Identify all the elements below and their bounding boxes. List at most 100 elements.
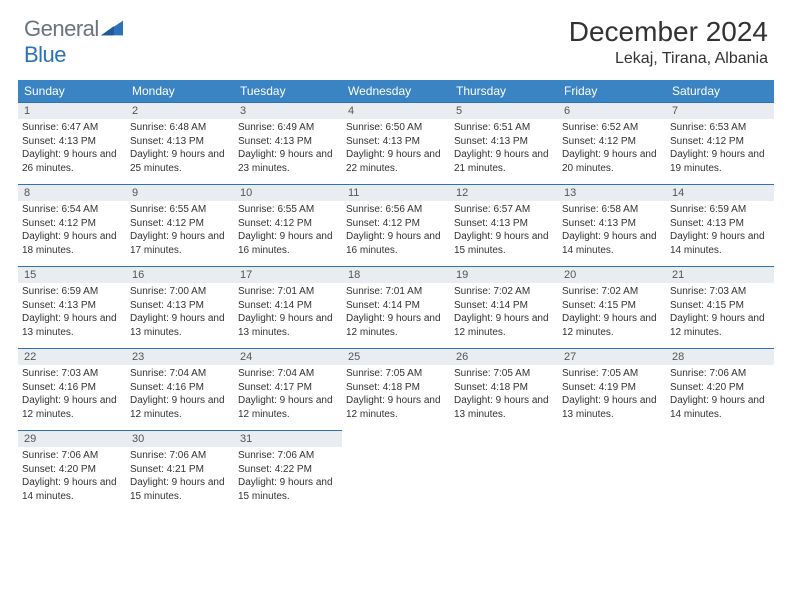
calendar-day: 4Sunrise: 6:50 AMSunset: 4:13 PMDaylight… xyxy=(342,102,450,184)
day-details: Sunrise: 7:06 AMSunset: 4:22 PMDaylight:… xyxy=(234,447,342,507)
sunset-text: Sunset: 4:12 PM xyxy=(562,135,662,149)
daylight-text: Daylight: 9 hours and 13 minutes. xyxy=(562,394,662,421)
weekday-header-row: SundayMondayTuesdayWednesdayThursdayFrid… xyxy=(18,80,774,102)
day-number: 13 xyxy=(558,185,666,201)
sunrise-text: Sunrise: 6:51 AM xyxy=(454,121,554,135)
weekday-header: Wednesday xyxy=(342,80,450,102)
day-number: 31 xyxy=(234,431,342,447)
daylight-text: Daylight: 9 hours and 25 minutes. xyxy=(130,148,230,175)
day-number: 29 xyxy=(18,431,126,447)
day-details: Sunrise: 7:06 AMSunset: 4:20 PMDaylight:… xyxy=(18,447,126,507)
day-details: Sunrise: 6:51 AMSunset: 4:13 PMDaylight:… xyxy=(450,119,558,179)
day-details: Sunrise: 7:05 AMSunset: 4:18 PMDaylight:… xyxy=(342,365,450,425)
day-number: 4 xyxy=(342,103,450,119)
sunrise-text: Sunrise: 7:06 AM xyxy=(22,449,122,463)
logo-general: General xyxy=(24,16,99,41)
sunset-text: Sunset: 4:16 PM xyxy=(130,381,230,395)
day-number: 30 xyxy=(126,431,234,447)
day-number: 11 xyxy=(342,185,450,201)
sunrise-text: Sunrise: 6:58 AM xyxy=(562,203,662,217)
calendar-day: 24Sunrise: 7:04 AMSunset: 4:17 PMDayligh… xyxy=(234,348,342,430)
sunrise-text: Sunrise: 6:54 AM xyxy=(22,203,122,217)
sunset-text: Sunset: 4:17 PM xyxy=(238,381,338,395)
sunrise-text: Sunrise: 7:05 AM xyxy=(346,367,446,381)
calendar-week-row: 22Sunrise: 7:03 AMSunset: 4:16 PMDayligh… xyxy=(18,348,774,430)
calendar-day: 18Sunrise: 7:01 AMSunset: 4:14 PMDayligh… xyxy=(342,266,450,348)
sunset-text: Sunset: 4:20 PM xyxy=(22,463,122,477)
sunset-text: Sunset: 4:13 PM xyxy=(22,299,122,313)
day-details: Sunrise: 7:05 AMSunset: 4:19 PMDaylight:… xyxy=(558,365,666,425)
day-details: Sunrise: 6:59 AMSunset: 4:13 PMDaylight:… xyxy=(18,283,126,343)
sunset-text: Sunset: 4:19 PM xyxy=(562,381,662,395)
day-number: 3 xyxy=(234,103,342,119)
sunrise-text: Sunrise: 6:50 AM xyxy=(346,121,446,135)
logo-text: General Blue xyxy=(24,16,123,68)
calendar-day: 3Sunrise: 6:49 AMSunset: 4:13 PMDaylight… xyxy=(234,102,342,184)
sunrise-text: Sunrise: 7:06 AM xyxy=(238,449,338,463)
daylight-text: Daylight: 9 hours and 20 minutes. xyxy=(562,148,662,175)
day-details: Sunrise: 6:48 AMSunset: 4:13 PMDaylight:… xyxy=(126,119,234,179)
day-details: Sunrise: 6:55 AMSunset: 4:12 PMDaylight:… xyxy=(234,201,342,261)
sunrise-text: Sunrise: 6:56 AM xyxy=(346,203,446,217)
calendar-day: 19Sunrise: 7:02 AMSunset: 4:14 PMDayligh… xyxy=(450,266,558,348)
day-details: Sunrise: 6:57 AMSunset: 4:13 PMDaylight:… xyxy=(450,201,558,261)
sunset-text: Sunset: 4:16 PM xyxy=(22,381,122,395)
daylight-text: Daylight: 9 hours and 12 minutes. xyxy=(22,394,122,421)
calendar-day: 26Sunrise: 7:05 AMSunset: 4:18 PMDayligh… xyxy=(450,348,558,430)
sunrise-text: Sunrise: 6:47 AM xyxy=(22,121,122,135)
sunset-text: Sunset: 4:13 PM xyxy=(562,217,662,231)
sunset-text: Sunset: 4:18 PM xyxy=(454,381,554,395)
daylight-text: Daylight: 9 hours and 21 minutes. xyxy=(454,148,554,175)
daylight-text: Daylight: 9 hours and 16 minutes. xyxy=(238,230,338,257)
calendar-day: 2Sunrise: 6:48 AMSunset: 4:13 PMDaylight… xyxy=(126,102,234,184)
sunrise-text: Sunrise: 7:01 AM xyxy=(238,285,338,299)
sunset-text: Sunset: 4:15 PM xyxy=(562,299,662,313)
day-details: Sunrise: 6:52 AMSunset: 4:12 PMDaylight:… xyxy=(558,119,666,179)
calendar-week-row: 15Sunrise: 6:59 AMSunset: 4:13 PMDayligh… xyxy=(18,266,774,348)
daylight-text: Daylight: 9 hours and 19 minutes. xyxy=(670,148,770,175)
day-number: 16 xyxy=(126,267,234,283)
sunrise-text: Sunrise: 7:00 AM xyxy=(130,285,230,299)
calendar-day: 10Sunrise: 6:55 AMSunset: 4:12 PMDayligh… xyxy=(234,184,342,266)
calendar-day: 29Sunrise: 7:06 AMSunset: 4:20 PMDayligh… xyxy=(18,430,126,512)
sunrise-text: Sunrise: 7:03 AM xyxy=(670,285,770,299)
day-number: 24 xyxy=(234,349,342,365)
day-details: Sunrise: 7:02 AMSunset: 4:15 PMDaylight:… xyxy=(558,283,666,343)
daylight-text: Daylight: 9 hours and 13 minutes. xyxy=(454,394,554,421)
weekday-header: Sunday xyxy=(18,80,126,102)
day-number: 25 xyxy=(342,349,450,365)
daylight-text: Daylight: 9 hours and 12 minutes. xyxy=(454,312,554,339)
day-details: Sunrise: 7:04 AMSunset: 4:17 PMDaylight:… xyxy=(234,365,342,425)
daylight-text: Daylight: 9 hours and 15 minutes. xyxy=(130,476,230,503)
day-details: Sunrise: 7:04 AMSunset: 4:16 PMDaylight:… xyxy=(126,365,234,425)
calendar-day: 7Sunrise: 6:53 AMSunset: 4:12 PMDaylight… xyxy=(666,102,774,184)
day-details: Sunrise: 6:55 AMSunset: 4:12 PMDaylight:… xyxy=(126,201,234,261)
day-number: 9 xyxy=(126,185,234,201)
calendar-day-empty xyxy=(558,430,666,512)
calendar-day: 9Sunrise: 6:55 AMSunset: 4:12 PMDaylight… xyxy=(126,184,234,266)
weekday-header: Monday xyxy=(126,80,234,102)
calendar-day: 14Sunrise: 6:59 AMSunset: 4:13 PMDayligh… xyxy=(666,184,774,266)
day-number: 17 xyxy=(234,267,342,283)
title-block: December 2024 Lekaj, Tirana, Albania xyxy=(569,16,768,68)
day-number: 8 xyxy=(18,185,126,201)
daylight-text: Daylight: 9 hours and 14 minutes. xyxy=(22,476,122,503)
calendar-day: 28Sunrise: 7:06 AMSunset: 4:20 PMDayligh… xyxy=(666,348,774,430)
sunset-text: Sunset: 4:15 PM xyxy=(670,299,770,313)
sunset-text: Sunset: 4:13 PM xyxy=(22,135,122,149)
day-number: 27 xyxy=(558,349,666,365)
logo-triangle-icon xyxy=(101,20,123,36)
sunrise-text: Sunrise: 7:04 AM xyxy=(238,367,338,381)
day-number: 21 xyxy=(666,267,774,283)
day-number: 2 xyxy=(126,103,234,119)
sunrise-text: Sunrise: 6:55 AM xyxy=(130,203,230,217)
day-number: 23 xyxy=(126,349,234,365)
day-number: 14 xyxy=(666,185,774,201)
day-details: Sunrise: 6:59 AMSunset: 4:13 PMDaylight:… xyxy=(666,201,774,261)
day-number: 26 xyxy=(450,349,558,365)
day-details: Sunrise: 7:05 AMSunset: 4:18 PMDaylight:… xyxy=(450,365,558,425)
sunset-text: Sunset: 4:14 PM xyxy=(454,299,554,313)
sunrise-text: Sunrise: 7:02 AM xyxy=(454,285,554,299)
sunset-text: Sunset: 4:14 PM xyxy=(238,299,338,313)
sunset-text: Sunset: 4:12 PM xyxy=(130,217,230,231)
